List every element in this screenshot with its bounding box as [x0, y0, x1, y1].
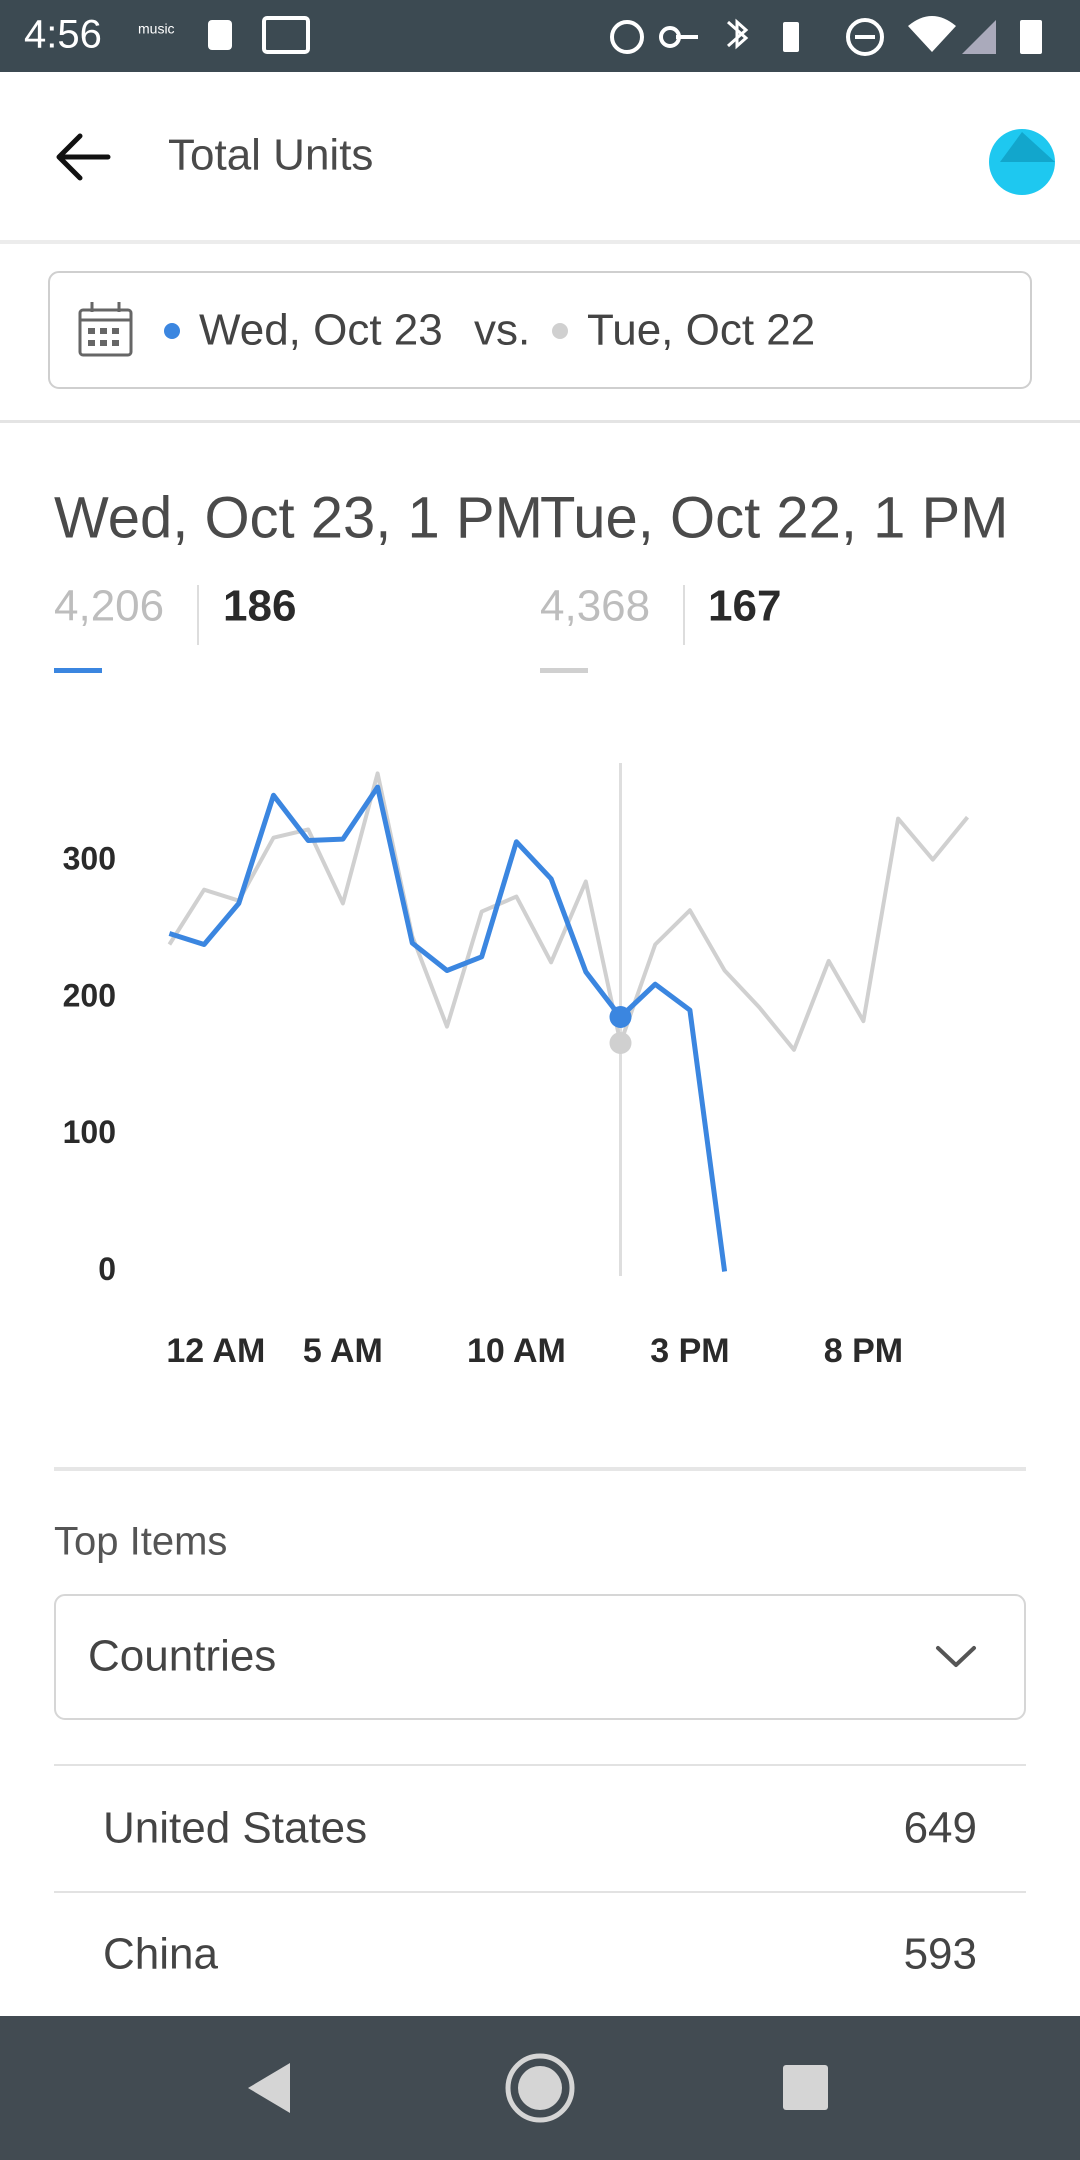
status-icon [962, 20, 996, 54]
summary-label: Wed, Oct 23, 1 PM [54, 485, 543, 550]
y-tick-label: 0 [98, 1251, 116, 1287]
status-icon [1020, 20, 1042, 54]
status-icon [610, 20, 644, 54]
status-time: 4:56 [24, 13, 102, 57]
calendar-day [112, 340, 119, 346]
row-value: 593 [904, 1930, 977, 1979]
status-icon [676, 35, 698, 39]
status-icon [908, 16, 956, 52]
calendar-days [88, 328, 119, 346]
legend-dot [164, 323, 180, 339]
section-title: Top Items [54, 1520, 227, 1564]
x-tick-label: 3 PM [650, 1332, 729, 1370]
y-tick-label: 100 [63, 1114, 116, 1150]
summary-total: 4,368 [540, 582, 650, 631]
status-icon [846, 18, 884, 56]
summary-value: 186 [223, 582, 296, 631]
x-tick-label: 12 AM [166, 1332, 265, 1370]
row-value: 649 [904, 1804, 977, 1853]
series-line [168, 784, 728, 1272]
date-separator: vs. [474, 306, 530, 355]
x-tick-label: 8 PM [824, 1332, 903, 1370]
summary-label: Tue, Oct 22, 1 PM [540, 485, 1008, 550]
summary-separator [683, 585, 685, 645]
date-current: Wed, Oct 23 [199, 306, 443, 355]
y-tick-label: 300 [63, 840, 116, 876]
status-icon [208, 20, 232, 50]
row-name: China [103, 1930, 218, 1979]
divider [0, 420, 1080, 423]
chart: 0 100 200 300 12 AM 5 AM 10 AM 3 PM 8 PM [63, 763, 970, 1370]
calendar-day [112, 328, 119, 334]
back-button[interactable] [56, 133, 111, 181]
app-header [0, 72, 1080, 240]
series-underline [540, 668, 588, 673]
header-shadow [0, 240, 1080, 244]
calendar-icon [78, 302, 133, 357]
calendar-day [88, 328, 95, 334]
row-divider [54, 1764, 1026, 1766]
x-tick-label: 10 AM [467, 1332, 566, 1370]
calendar-frame [78, 308, 133, 357]
summary-separator [197, 585, 199, 645]
dropdown-chevron [936, 1646, 976, 1667]
x-tick-label: 5 AM [303, 1332, 383, 1370]
status-app-label: music [138, 21, 175, 37]
dropdown-value: Countries [88, 1632, 276, 1681]
summary-value: 167 [708, 582, 781, 631]
calendar-day [88, 340, 95, 346]
status-icon [727, 18, 749, 50]
dropdown[interactable] [54, 1594, 1026, 1720]
y-tick-label: 200 [63, 977, 116, 1013]
status-icon [783, 22, 799, 52]
summary-total: 4,206 [54, 582, 164, 631]
calendar-day [100, 328, 107, 334]
legend-dot [552, 323, 568, 339]
row-name: United States [103, 1804, 367, 1853]
header-title: Total Units [168, 131, 373, 180]
status-bar [0, 0, 1080, 72]
divider [54, 1467, 1026, 1471]
date-previous: Tue, Oct 22 [587, 306, 815, 355]
nav-home[interactable] [505, 2053, 575, 2123]
highlight-point [609, 1005, 632, 1028]
nav-recents[interactable] [783, 2065, 828, 2110]
nav-back[interactable] [248, 2063, 290, 2113]
highlight-point [609, 1031, 632, 1054]
status-icon [855, 35, 875, 39]
calendar-day [100, 340, 107, 346]
row-divider [54, 1891, 1026, 1893]
avatar-shape [1000, 132, 1055, 162]
date-selector[interactable] [48, 271, 1032, 389]
nav-home-dot [518, 2066, 562, 2110]
series-underline [54, 668, 102, 673]
status-icon [262, 16, 310, 54]
status-icons [208, 16, 1042, 56]
